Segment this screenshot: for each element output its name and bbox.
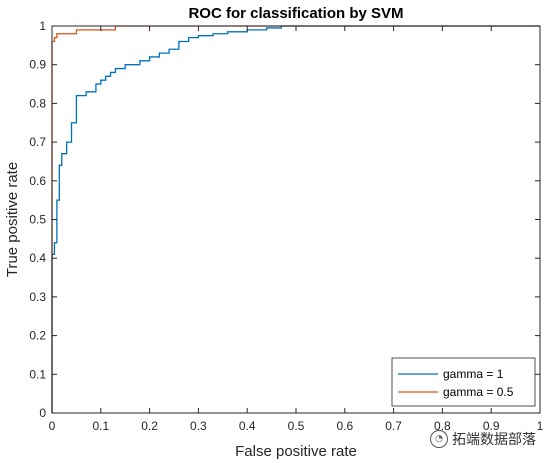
x-tick-label: 0.1: [92, 419, 109, 433]
x-tick-label: 0.6: [336, 419, 353, 433]
y-axis-label: True positive rate: [4, 162, 21, 277]
y-tick-label: 0.3: [29, 290, 46, 304]
y-tick-label: 0: [39, 406, 46, 420]
y-tick-label: 0.5: [29, 213, 46, 227]
y-tick-label: 0.9: [29, 58, 46, 72]
x-tick-label: 1: [537, 419, 544, 433]
y-tick-label: 0.8: [29, 96, 46, 110]
y-tick-label: 0.1: [29, 367, 46, 381]
watermark: ◔ 拓端数据部落: [430, 429, 536, 449]
plot-background: [52, 26, 540, 413]
x-tick-label: 0.8: [434, 419, 451, 433]
x-tick-label: 0.7: [385, 419, 402, 433]
x-axis-label: False positive rate: [235, 443, 357, 460]
legend: gamma = 1 gamma = 0.5: [391, 357, 536, 407]
x-tick-label: 0.5: [288, 419, 305, 433]
wechat-icon: ◔: [430, 430, 448, 448]
series-line-1: [51, 25, 540, 413]
legend-box: [391, 357, 536, 407]
x-tick-label: 0.2: [141, 419, 158, 433]
ticks-layer: 0 0.1 0.2 0.3 0.4 0.5 0.6 0.7 0.8 0.9 1 0 0.1 0.2 0.3 0…: [29, 19, 543, 433]
x-tick-label: 0.3: [190, 419, 207, 433]
y-tick-label: 0.4: [29, 251, 46, 265]
series-line-2: [51, 25, 540, 413]
y-tick-label: 0.7: [29, 135, 46, 149]
y-tick-label: 0.6: [29, 174, 46, 188]
x-tick-label: 0.9: [483, 419, 500, 433]
legend-label-1: gamma = 1: [443, 367, 504, 381]
legend-label-2: gamma = 0.5: [443, 385, 514, 399]
chart-title: ROC for classification by SVM: [188, 5, 403, 22]
x-tick-label: 0: [49, 419, 56, 433]
series-layer: [51, 25, 540, 413]
watermark-text: 拓端数据部落: [452, 432, 536, 448]
x-tick-label: 0.4: [239, 419, 256, 433]
y-tick-label: 0.2: [29, 329, 46, 343]
y-tick-label: 1: [39, 19, 46, 33]
